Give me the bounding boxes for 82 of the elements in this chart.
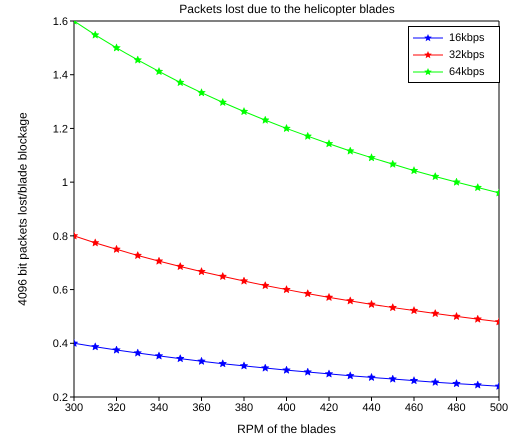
point	[91, 238, 100, 246]
point	[261, 281, 270, 290]
x-tick-label: 420	[320, 402, 338, 414]
x-tick-label: 300	[64, 402, 84, 414]
point	[346, 146, 354, 154]
point	[112, 245, 121, 253]
point	[112, 346, 121, 354]
x-tick-label: 340	[150, 402, 168, 414]
point	[134, 348, 142, 356]
point	[367, 153, 376, 162]
y-tick-label: 0.2	[52, 392, 68, 404]
point	[452, 379, 461, 388]
point	[431, 309, 440, 317]
x-tick-label: 360	[192, 402, 211, 414]
y-tick-label: 0.6	[52, 284, 68, 296]
point	[474, 314, 482, 323]
point	[324, 139, 334, 148]
point	[240, 276, 248, 284]
point	[304, 289, 312, 298]
x-tick-label: 320	[107, 402, 126, 414]
point	[431, 378, 440, 386]
point	[474, 380, 482, 388]
x-tick-label: 440	[362, 402, 381, 414]
point	[452, 312, 461, 320]
x-axis-title: RPM of the blades	[237, 422, 336, 436]
point	[134, 251, 142, 259]
y-tick-label: 1	[62, 177, 68, 190]
point	[410, 376, 418, 384]
point	[324, 293, 334, 301]
point	[197, 88, 206, 96]
point	[452, 178, 461, 186]
point	[388, 303, 397, 312]
point	[197, 267, 206, 276]
point	[324, 370, 334, 378]
point	[474, 183, 482, 191]
point	[346, 372, 354, 380]
point	[176, 262, 184, 270]
point	[218, 359, 227, 368]
point	[154, 352, 164, 360]
point	[367, 373, 376, 381]
y-axis-title: 4096 bit packets lost/blade blockage	[15, 112, 30, 306]
point	[410, 166, 418, 174]
x-tick-label: 400	[277, 402, 296, 414]
y-tick-label: 1.2	[52, 123, 68, 136]
point	[134, 56, 142, 64]
point	[388, 374, 397, 382]
point	[410, 306, 418, 314]
point	[218, 272, 227, 280]
point	[240, 107, 248, 115]
point	[154, 67, 164, 75]
point	[240, 362, 248, 370]
point	[261, 364, 270, 372]
point	[218, 98, 227, 106]
point	[282, 285, 291, 294]
point	[388, 160, 397, 168]
point	[112, 44, 121, 52]
x-tick-label: 480	[447, 402, 466, 414]
point	[282, 366, 291, 374]
legend-label: 32kbps	[449, 48, 484, 60]
legend-label: 64kbps	[449, 66, 484, 78]
chart-title: Packets lost due to the helicopter blades	[178, 2, 396, 16]
point	[346, 296, 354, 304]
x-tick-label: 380	[234, 402, 254, 414]
point	[91, 342, 100, 350]
y-tick-label: 1.4	[52, 70, 68, 82]
y-tick-label: 0.8	[52, 230, 68, 243]
point	[176, 78, 184, 86]
y-tick-label: 0.4	[52, 338, 68, 350]
legend-label: 16kbps	[449, 32, 484, 44]
point	[197, 357, 206, 365]
x-tick-label: 500	[490, 402, 508, 414]
point	[91, 30, 100, 38]
point	[367, 300, 376, 308]
y-tick-label: 1.6	[52, 16, 68, 28]
point	[261, 116, 270, 124]
point	[304, 132, 312, 140]
x-tick-label: 460	[404, 402, 424, 414]
point	[304, 368, 312, 376]
point	[154, 256, 164, 265]
point	[431, 172, 440, 180]
point	[176, 354, 184, 362]
point	[282, 124, 291, 132]
